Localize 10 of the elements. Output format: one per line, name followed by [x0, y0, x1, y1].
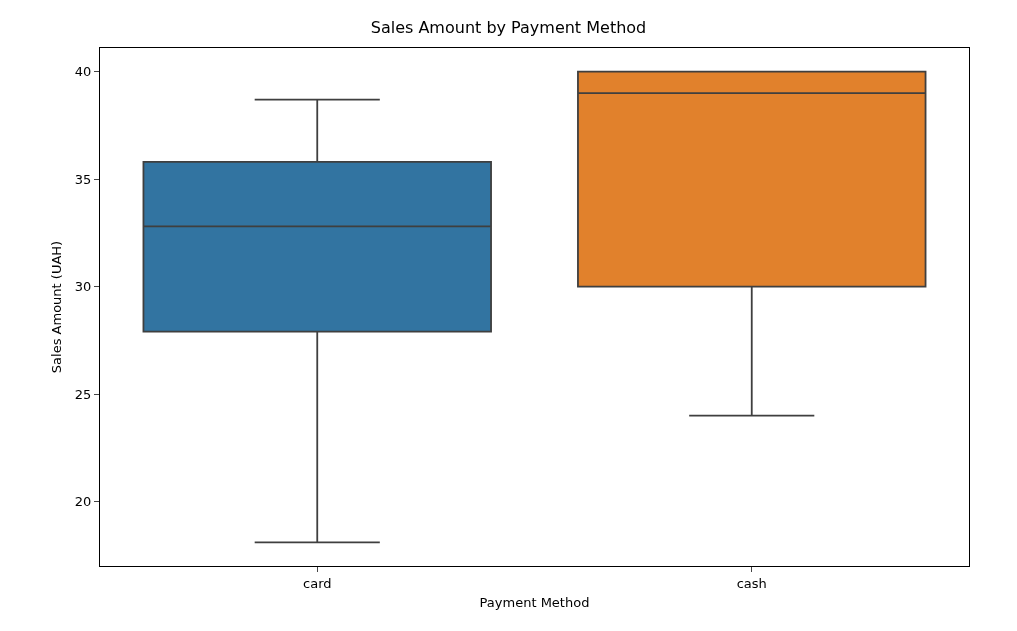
y-tick-label: 35: [74, 171, 92, 187]
chart-title: Sales Amount by Payment Method: [370, 18, 647, 38]
y-axis-title: Sales Amount (UAH): [48, 240, 64, 374]
y-tick-label: 30: [74, 279, 92, 295]
y-tick-label: 20: [74, 494, 92, 510]
y-tick-label: 25: [74, 386, 92, 402]
y-tick-label: 40: [74, 64, 92, 80]
x-tick-label: cash: [736, 575, 767, 591]
x-tick-label: card: [303, 575, 332, 591]
x-axis-title: Payment Method: [479, 595, 590, 611]
